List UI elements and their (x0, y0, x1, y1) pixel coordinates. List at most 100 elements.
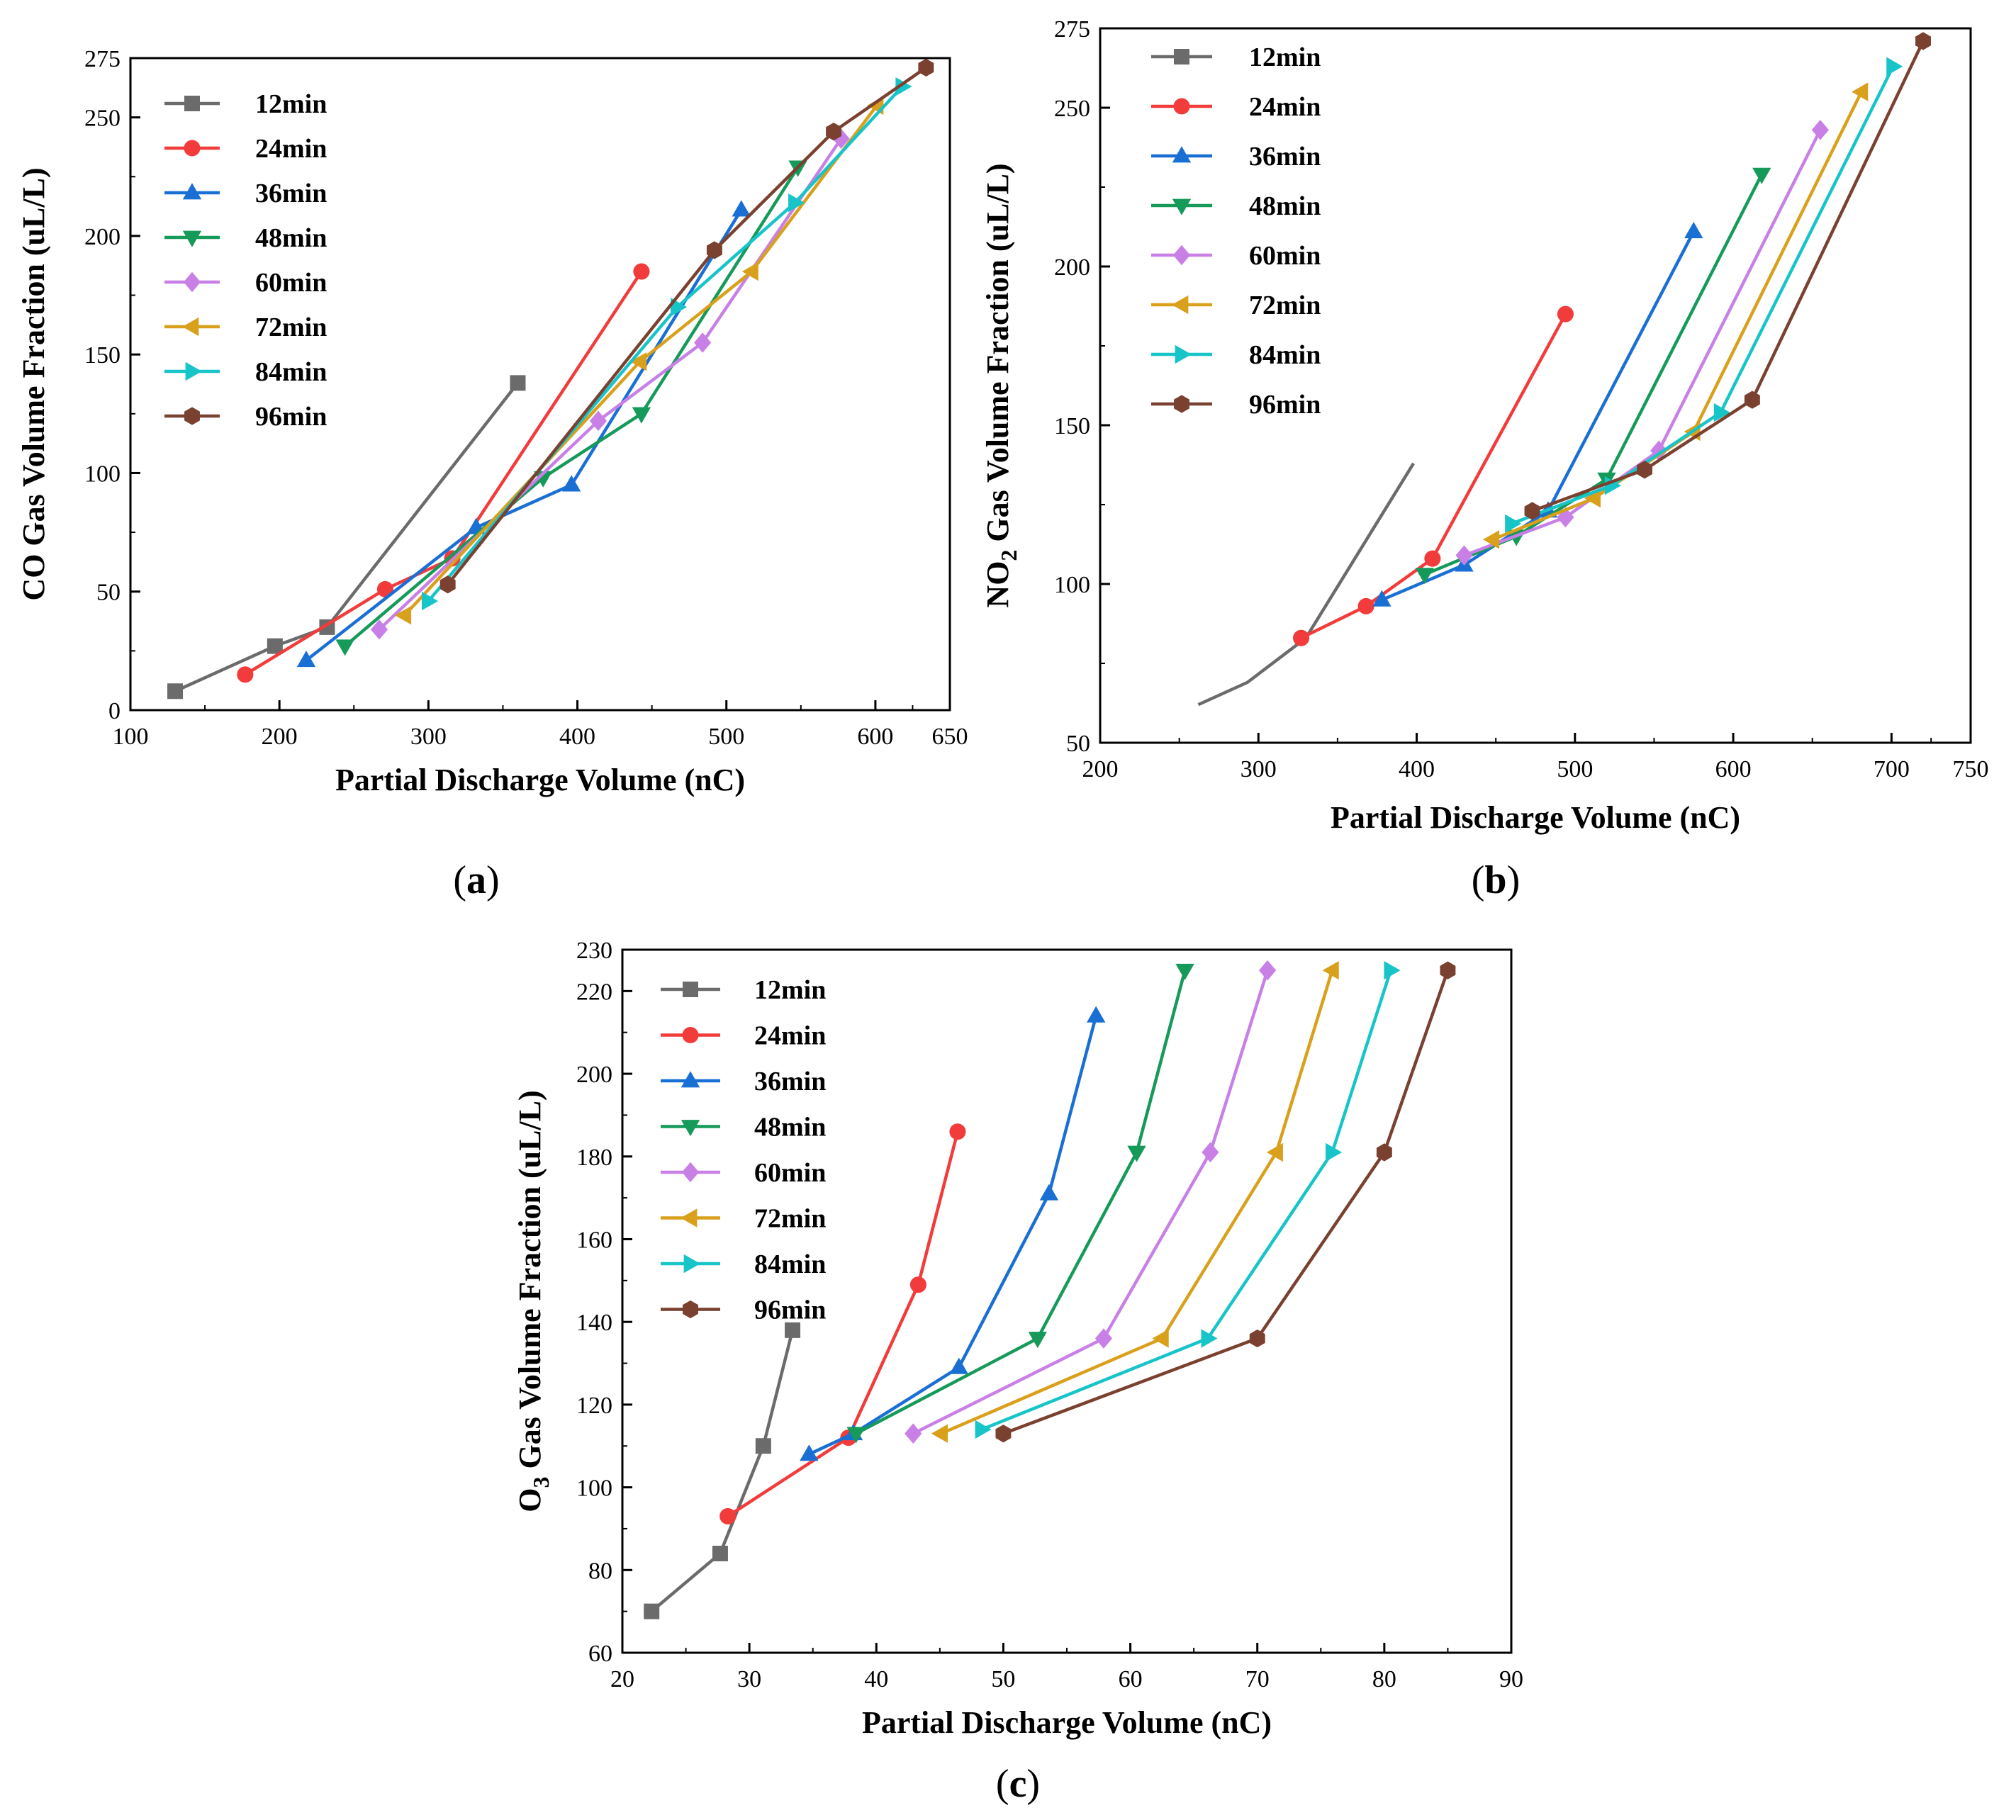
x-tick-label: 200 (262, 724, 298, 750)
legend-marker-84min (1175, 344, 1192, 364)
legend-marker-60min (681, 1162, 700, 1183)
data-point-24min (949, 1123, 966, 1140)
x-tick-label: 30 (737, 1666, 761, 1692)
legend-label-72min: 72min (255, 313, 327, 342)
data-point-60min (1455, 545, 1473, 566)
y-axis-title-rest: Gas Volume Fraction (uL/L) (980, 163, 1015, 549)
data-point-48min (1028, 1332, 1047, 1349)
x-tick-label: 400 (1399, 756, 1435, 782)
y-tick-label: 200 (84, 224, 121, 250)
legend-marker-24min (184, 140, 201, 157)
y-tick-label: 250 (1054, 96, 1090, 122)
x-tick-label: 650 (932, 724, 968, 750)
x-tick-label: 70 (1245, 1666, 1270, 1692)
data-point-72min (394, 605, 412, 625)
data-point-84min (1326, 1142, 1343, 1162)
y-tick-label: 140 (576, 1310, 612, 1336)
x-tick-label: 600 (857, 724, 893, 750)
series-line-36min (808, 1015, 1098, 1456)
legend-marker-12min (683, 982, 698, 997)
legend: 12min 24min 36min 48min 60min 72min 84min 96min (661, 975, 826, 1325)
data-point-24min (1557, 305, 1574, 322)
data-point-36min (732, 200, 751, 217)
panel-label: (c) (996, 1762, 1040, 1806)
data-point-48min (534, 471, 553, 488)
legend-marker-48min (1172, 198, 1192, 215)
panel-label: (a) (453, 858, 499, 902)
x-tick-label: 300 (1241, 756, 1277, 782)
panel-label-open: ( (453, 858, 466, 902)
series-line-72min (940, 970, 1334, 1435)
y-tick-label: 50 (1066, 731, 1090, 757)
legend: 12min 24min 36min 48min 60min 72min 84min 96min (164, 89, 327, 432)
series-line-48min (855, 970, 1187, 1435)
legend-label-72min: 72min (1249, 291, 1321, 320)
data-point-96min (1249, 1329, 1265, 1348)
series-line-84min (1511, 65, 1895, 525)
panel-label-open: ( (1472, 858, 1485, 902)
series-48min (1415, 167, 1771, 585)
data-point-60min (693, 332, 712, 353)
series-12min (644, 1322, 801, 1619)
panel-label-open: ( (996, 1762, 1009, 1806)
series-72min (931, 960, 1339, 1443)
legend-marker-36min (1172, 146, 1192, 163)
series-72min (394, 96, 884, 625)
series-line-48min (1423, 174, 1764, 576)
data-point-96min (1440, 961, 1456, 979)
series-line-12min (650, 1330, 795, 1613)
plot-frame (129, 57, 951, 712)
data-point-84min (1713, 403, 1730, 422)
data-point-72min (630, 352, 647, 371)
legend-label-48min: 48min (255, 223, 327, 253)
data-point-72min (741, 262, 758, 281)
data-point-96min (1744, 391, 1760, 409)
data-point-96min (918, 58, 934, 77)
legend-label-12min: 12min (255, 89, 327, 119)
y-axis-title-subscript: 3 (528, 1476, 554, 1488)
y-tick-label: 0 (108, 698, 121, 724)
y-tick-label: 230 (576, 938, 612, 964)
panel-label: (b) (1472, 858, 1520, 902)
x-tick-label: 500 (708, 724, 744, 750)
chart-panel-a: 100 200 300 400 500 600 650 0 50 100 150 200 250 275 P… (16, 46, 968, 902)
data-point-84min (1886, 57, 1903, 76)
data-point-48min (335, 639, 354, 656)
legend-label-36min: 36min (255, 179, 327, 208)
data-point-96min (1376, 1143, 1392, 1162)
legend-label-60min: 60min (1249, 241, 1321, 271)
x-tick-label: 750 (1953, 756, 1989, 782)
series-96min (439, 58, 934, 594)
data-point-24min (909, 1276, 926, 1293)
panel-label-letter: c (1009, 1762, 1027, 1806)
legend-label-84min: 84min (754, 1249, 826, 1279)
x-tick-label: 60 (1119, 1666, 1143, 1692)
x-tick-label: 400 (559, 724, 595, 750)
legend-label-24min: 24min (1249, 92, 1321, 122)
y-axis-title: NO2 Gas Volume Fraction (uL/L) (980, 163, 1021, 607)
legend-label-96min: 96min (1249, 390, 1321, 420)
legend-marker-48min (182, 230, 202, 247)
y-axis-title: O3 Gas Volume Fraction (uL/L) (513, 1090, 554, 1512)
data-point-12min (644, 1603, 660, 1619)
data-point-84min (1201, 1329, 1218, 1348)
series-line-84min (427, 85, 904, 602)
series-line-96min (446, 66, 927, 586)
y-tick-label: 100 (84, 461, 121, 487)
legend-marker-36min (681, 1071, 700, 1088)
legend-label-96min: 96min (255, 402, 327, 432)
y-tick-label: 150 (1054, 413, 1090, 439)
legend-label-60min: 60min (754, 1158, 826, 1188)
series-84min (422, 77, 912, 611)
y-axis-title-prefix: O (513, 1488, 547, 1512)
data-point-60min (905, 1423, 922, 1444)
legend-label-12min: 12min (1249, 43, 1321, 72)
legend-label-60min: 60min (255, 268, 327, 298)
data-point-48min (1127, 1145, 1146, 1162)
x-axis-title: Partial Discharge Volume (nC) (1331, 800, 1740, 835)
data-point-96min (1524, 502, 1540, 520)
data-point-12min (167, 683, 184, 700)
legend-label-96min: 96min (754, 1296, 826, 1325)
legend-marker-72min (182, 317, 199, 337)
data-point-84min (1604, 476, 1621, 495)
